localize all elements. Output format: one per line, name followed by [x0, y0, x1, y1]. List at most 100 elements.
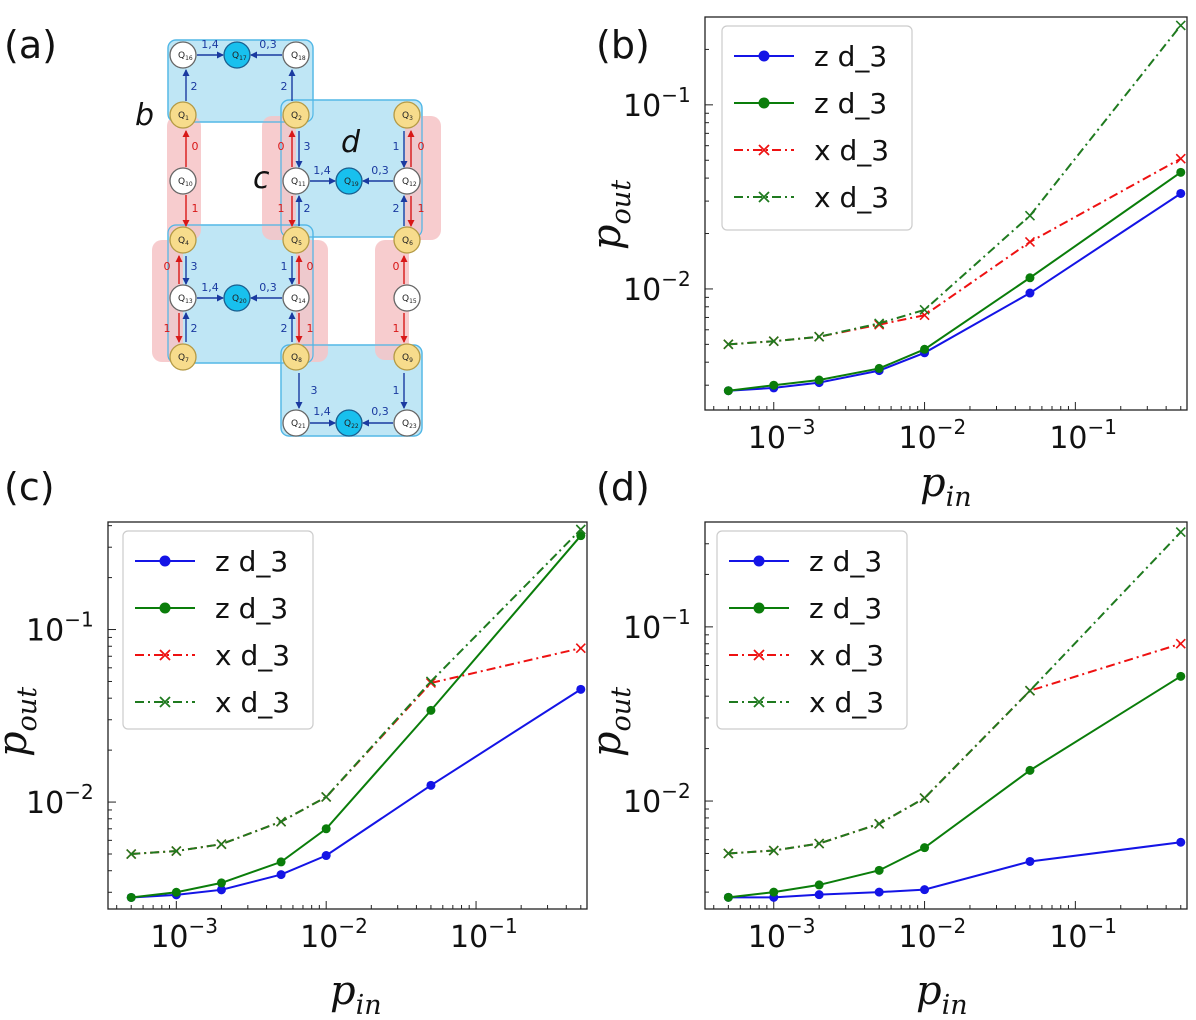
data-point [575, 524, 586, 535]
data-point [216, 878, 226, 888]
data-point [321, 824, 331, 834]
qubit-node [169, 226, 197, 254]
legend-label: z d_3 [814, 87, 887, 120]
data-point [723, 892, 733, 902]
data-point [321, 851, 331, 861]
data-point [1176, 837, 1186, 847]
edge-label: 1,4 [313, 164, 331, 177]
data-point [1024, 685, 1036, 696]
qubit-label: Q14 [291, 294, 306, 305]
y-tick-label: 10−2 [26, 780, 94, 821]
legend-marker [753, 649, 765, 661]
red-plaquette [405, 116, 441, 240]
y-axis-label: pout [584, 687, 637, 757]
data-point [814, 890, 824, 900]
y-tick-label: 10−2 [623, 779, 691, 820]
data-point [1025, 765, 1035, 775]
y-tick-label: 10−1 [623, 83, 691, 124]
legend-marker [159, 649, 171, 661]
edge-label: 2 [191, 322, 198, 335]
qubit-node [393, 284, 421, 312]
data-point [576, 684, 586, 694]
data-point [1176, 167, 1186, 177]
edge-label: 3 [304, 140, 311, 153]
edge-label: 1,4 [201, 281, 219, 294]
data-point [126, 848, 137, 860]
qubit-label: Q23 [402, 419, 417, 430]
red-plaquette [375, 240, 409, 360]
data-point [874, 887, 884, 897]
qubit-label: Q2 [291, 111, 302, 122]
qubit-label: Q19 [344, 177, 359, 188]
x-tick-label: 10−1 [1049, 914, 1117, 955]
qubit-node [169, 101, 197, 129]
data-point [1025, 856, 1035, 866]
legend-label: x d_3 [809, 639, 884, 672]
x-tick-label: 10−2 [300, 914, 368, 955]
edge-label: 1 [278, 202, 285, 215]
plaquette-border [167, 39, 314, 123]
edge-label: 1 [393, 322, 400, 335]
legend-marker [758, 97, 770, 109]
data-point [920, 843, 930, 853]
data-point [919, 304, 930, 315]
data-point [874, 818, 885, 829]
data-point [1175, 638, 1186, 649]
qubit-node [223, 41, 251, 69]
edge-label: 0,3 [259, 281, 277, 294]
edge-label: 2 [393, 202, 400, 215]
qubit-node [393, 101, 421, 129]
data-point [1175, 527, 1186, 538]
qubit-label: Q8 [291, 353, 302, 364]
qubit-label: Q7 [178, 353, 189, 364]
data-point [1175, 153, 1186, 164]
data-point [426, 780, 436, 790]
qubit-label: Q6 [402, 236, 413, 247]
data-point [425, 676, 437, 687]
qubit-node [223, 284, 251, 312]
qubit-label: Q12 [402, 177, 417, 188]
y-axis-label: pout [0, 687, 43, 757]
legend-label: z d_3 [809, 545, 882, 578]
x-axis-label: pin [916, 968, 968, 1020]
data-point [1176, 188, 1186, 198]
qubit-node [335, 167, 363, 195]
data-point [814, 331, 825, 342]
data-point [216, 885, 226, 895]
data-point [768, 845, 779, 856]
edge-label: 2 [281, 322, 288, 335]
data-point [723, 848, 734, 859]
x-tick-label: 10−1 [1049, 415, 1117, 456]
data-point [276, 870, 286, 880]
qubit-label: Q1 [178, 111, 189, 122]
qubit-node [282, 41, 310, 69]
x-axis-label: pin [330, 968, 382, 1020]
data-point [276, 857, 286, 867]
edge-label: 1 [281, 260, 288, 273]
qubit-label: Q22 [344, 419, 359, 430]
data-point [575, 643, 586, 654]
edge-label: 0 [164, 260, 171, 273]
edge-label: 1 [164, 322, 171, 335]
legend-marker [758, 50, 770, 62]
y-axis-label: pout [584, 180, 637, 250]
x-tick-label: 10−3 [748, 914, 816, 955]
x-tick-label: 10−1 [450, 914, 518, 955]
edge-label: 1 [393, 384, 400, 397]
data-point [814, 880, 824, 890]
data-point [814, 838, 825, 849]
data-point [768, 336, 779, 347]
qubit-layout-diagram: 1,4 0,3 2 2 0 1 3 2 0 1 1 2 0 1 1,4 0,3 3 2 0 1 1 2 0 1 1,4 0,3 0 1… [135, 38, 441, 437]
edge-label: 1 [418, 202, 425, 215]
y-tick-label: 10−2 [623, 267, 691, 308]
x-axis-label: pin [920, 460, 972, 513]
legend-marker [758, 144, 770, 156]
data-point [171, 887, 181, 897]
panel-label-a: (a) [4, 23, 57, 67]
qubit-node [282, 101, 310, 129]
data-point [1176, 671, 1186, 681]
edge-label: 1 [192, 202, 199, 215]
edge-label: 1 [307, 322, 314, 335]
qubit-node [282, 226, 310, 254]
data-point [321, 791, 332, 803]
